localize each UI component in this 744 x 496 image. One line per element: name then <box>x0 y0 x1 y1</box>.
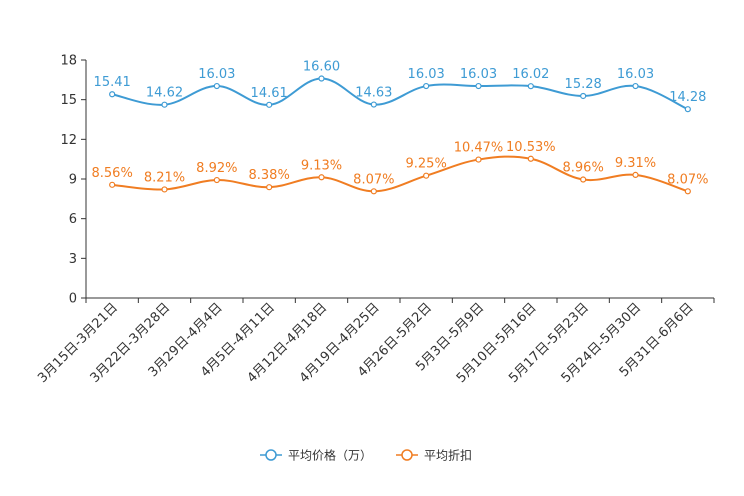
data-label: 16.03 <box>408 67 445 82</box>
data-point <box>475 82 482 90</box>
data-label: 14.61 <box>251 86 288 101</box>
y-tick-label: 3 <box>69 252 77 267</box>
data-label: 16.02 <box>512 67 549 82</box>
data-point <box>318 75 325 82</box>
data-point <box>370 101 377 108</box>
data-point <box>684 106 691 113</box>
data-label: 14.63 <box>355 86 392 101</box>
data-point <box>266 184 273 191</box>
data-label: 9.31% <box>615 156 656 171</box>
data-label: 16.60 <box>303 60 340 75</box>
data-label: 15.28 <box>565 77 602 92</box>
data-point <box>423 172 430 179</box>
legend-item-average-price: 平均价格（万） <box>260 448 372 463</box>
legend-marker <box>401 449 413 461</box>
data-label: 8.92% <box>196 161 237 176</box>
data-point <box>527 83 534 90</box>
data-point <box>684 188 691 195</box>
data-label: 8.56% <box>92 166 133 181</box>
series-average-price: 15.41 14.62 16.03 14.61 16.60 14.63 16.03 16.03… <box>94 60 706 113</box>
legend-item-average-discount: 平均折扣 <box>396 448 472 463</box>
data-point <box>632 171 639 179</box>
data-point <box>580 176 587 183</box>
data-point <box>370 188 377 195</box>
data-label: 9.13% <box>301 158 342 173</box>
legend: 平均价格（万） 平均折扣 <box>260 448 472 463</box>
data-point <box>266 101 273 108</box>
y-axis-ticks: 0 3 6 9 12 15 18 <box>60 54 86 307</box>
y-tick-label: 18 <box>60 54 77 69</box>
data-label: 8.07% <box>353 172 394 187</box>
data-point <box>109 91 116 98</box>
data-label: 10.53% <box>506 140 556 155</box>
data-point <box>527 155 534 162</box>
legend-label: 平均价格（万） <box>288 448 372 463</box>
data-point <box>632 82 639 90</box>
data-point <box>580 92 587 100</box>
data-point <box>318 174 325 181</box>
series-line <box>112 155 689 193</box>
data-point <box>213 82 220 90</box>
data-label: 8.38% <box>249 168 290 183</box>
y-tick-label: 12 <box>60 133 77 148</box>
y-tick-label: 0 <box>69 292 77 307</box>
data-label: 15.41 <box>94 75 131 90</box>
y-tick-label: 6 <box>69 212 77 227</box>
data-label: 8.07% <box>667 172 708 187</box>
data-label: 16.03 <box>617 67 654 82</box>
data-label: 14.28 <box>669 90 706 105</box>
x-axis-ticks: 3月15日-3月21日3月22日-3月28日3月29日-4月4日4月5日-4月1… <box>35 298 715 386</box>
data-label: 8.21% <box>144 170 185 185</box>
data-label: 14.62 <box>146 86 183 101</box>
data-label: 16.03 <box>198 67 235 82</box>
data-label: 8.96% <box>563 161 604 176</box>
data-point <box>213 176 220 184</box>
y-tick-label: 15 <box>60 93 77 108</box>
legend-label: 平均折扣 <box>424 448 472 463</box>
data-point <box>109 181 116 188</box>
data-label: 16.03 <box>460 67 497 82</box>
data-label: 10.47% <box>454 141 504 156</box>
data-label: 9.25% <box>406 157 447 172</box>
data-point <box>475 156 482 163</box>
series-layer: 15.41 14.62 16.03 14.61 16.60 14.63 16.03 16.03… <box>92 60 708 195</box>
legend-marker <box>265 449 277 461</box>
data-point <box>161 186 168 193</box>
data-point <box>161 101 168 108</box>
data-point <box>423 82 430 90</box>
series-average-discount: 8.56% 8.21% 8.92% 8.38% 9.13% 8.07% 9.25% 10.47… <box>92 140 708 195</box>
y-tick-label: 9 <box>69 173 77 188</box>
